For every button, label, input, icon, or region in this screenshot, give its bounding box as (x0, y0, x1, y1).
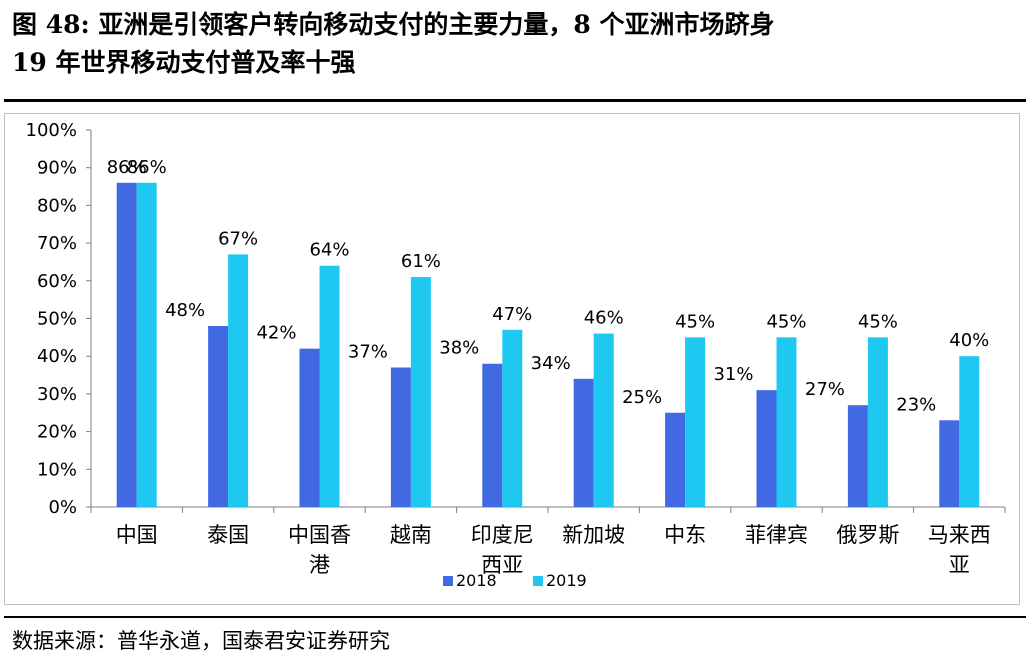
bar-2019 (319, 265, 340, 507)
x-tick-label-line: 港 (309, 553, 330, 577)
bar-2019 (867, 337, 888, 507)
data-label-2018: 23% (896, 394, 936, 415)
data-label-2018: 37% (348, 342, 388, 363)
data-label-2018: 48% (165, 300, 205, 321)
bar-2018 (299, 348, 320, 507)
bar-2018 (482, 363, 503, 507)
data-label-2019: 61% (401, 251, 441, 272)
bar-2018 (116, 182, 137, 507)
x-tick-label: 中国 (116, 523, 158, 547)
data-label-2018: 27% (805, 379, 845, 400)
y-tick-label: 30% (37, 384, 77, 405)
figure-title-line-2: 19 年世界移动支付普及率十强 (12, 48, 356, 77)
bar-2018 (756, 390, 777, 507)
data-label-2019: 45% (858, 311, 898, 332)
y-tick-label: 20% (37, 422, 77, 443)
y-tick-label: 50% (37, 309, 77, 330)
x-tick-label: 印度尼西亚 (471, 523, 534, 577)
x-tick-label: 新加坡 (562, 523, 625, 547)
x-tick-label: 俄罗斯 (836, 523, 899, 547)
data-label-2019: 67% (218, 228, 258, 249)
data-label-2019: 45% (675, 311, 715, 332)
bar-2019 (410, 277, 431, 507)
x-tick-label-line: 亚 (949, 553, 970, 577)
data-label-2018: 38% (439, 338, 479, 359)
x-tick-label: 马来西亚 (928, 523, 991, 577)
bar-2018 (847, 405, 868, 507)
data-label-2019: 47% (492, 304, 532, 325)
y-tick-label: 0% (48, 497, 77, 518)
bar-2019 (228, 254, 249, 507)
data-label-2019: 45% (766, 311, 806, 332)
bar-2019 (776, 337, 797, 507)
x-tick-label: 中国香港 (288, 523, 351, 577)
title-divider (4, 99, 1026, 102)
figure-title-line-1: 图 48: 亚洲是引领客户转向移动支付的主要力量，8 个亚洲市场跻身 (12, 10, 775, 39)
y-tick-label: 90% (37, 158, 77, 179)
source-note: 数据来源：普华永道，国泰君安证券研究 (12, 629, 390, 653)
x-tick-label-line: 马来西 (928, 523, 991, 547)
x-tick-label-line: 中国香 (288, 523, 351, 547)
bar-2018 (939, 420, 960, 507)
x-tick-label-line: 越南 (390, 523, 432, 547)
bar-2018 (390, 367, 411, 507)
data-label-2019: 40% (949, 330, 989, 351)
bar-2019 (685, 337, 706, 507)
figure-title: 图 48: 亚洲是引领客户转向移动支付的主要力量，8 个亚洲市场跻身 19 年世… (12, 6, 1018, 82)
data-label-2018: 31% (713, 364, 753, 385)
source-divider (4, 616, 1026, 618)
x-tick-label-line: 菲律宾 (745, 523, 808, 547)
data-label-2018: 42% (256, 323, 296, 344)
data-label-2018: 25% (622, 387, 662, 408)
bar-2019 (136, 182, 157, 507)
x-tick-label: 泰国 (207, 523, 249, 547)
y-tick-label: 70% (37, 233, 77, 254)
y-tick-label: 40% (37, 346, 77, 367)
data-label-2019: 64% (309, 240, 349, 261)
bar-2018 (573, 378, 594, 507)
x-tick-label-line: 中东 (664, 523, 706, 547)
bar-chart: 0% 10% 20% 30% 40% 50% 60% 70% 80% 90% 100% 中国 86%86… (26, 120, 1006, 590)
y-tick-label: 10% (37, 459, 77, 480)
x-tick-label: 越南 (390, 523, 432, 547)
bar-2018 (665, 412, 686, 507)
legend-swatch-2018 (443, 576, 453, 586)
x-tick-label-line: 西亚 (481, 553, 523, 577)
bar-2019 (959, 356, 980, 507)
legend-label-2018: 2018 (456, 571, 497, 590)
legend-label-2019: 2019 (546, 571, 587, 590)
y-tick-label: 60% (37, 271, 77, 292)
x-tick-label-line: 印度尼 (471, 523, 534, 547)
x-tick-label-line: 中国 (116, 523, 158, 547)
legend-swatch-2019 (533, 576, 543, 586)
x-tick-label-line: 新加坡 (562, 523, 625, 547)
bar-2019 (502, 329, 523, 507)
y-tick-label: 100% (26, 120, 77, 141)
chart-frame: 0% 10% 20% 30% 40% 50% 60% 70% 80% 90% 100% 中国 86% 86… (4, 113, 1020, 605)
y-tick-label: 80% (37, 195, 77, 216)
x-tick-label: 中东 (664, 523, 706, 547)
x-tick-label-line: 泰国 (207, 523, 249, 547)
x-tick-label: 菲律宾 (745, 523, 808, 547)
x-tick-label-line: 俄罗斯 (836, 523, 899, 547)
data-label-2018: 86% (107, 157, 147, 178)
bar-2019 (593, 333, 614, 507)
data-label-2018: 34% (531, 353, 571, 374)
bar-2018 (208, 326, 229, 507)
data-label-2019: 46% (584, 308, 624, 329)
data-label-2019: 86% (127, 157, 167, 178)
